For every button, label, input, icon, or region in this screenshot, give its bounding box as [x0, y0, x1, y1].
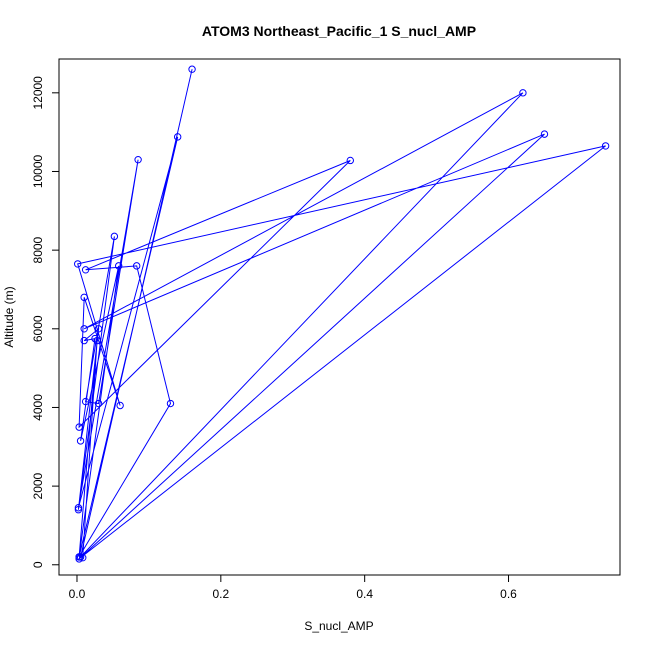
data-point	[75, 555, 83, 563]
y-axis: 0 2000 4000 6000 8000 10000 12000	[31, 76, 60, 568]
data-point	[76, 437, 85, 445]
data-point	[93, 336, 101, 345]
data-point	[166, 399, 175, 408]
y-tick-label: 0	[31, 561, 45, 568]
data-point	[79, 553, 87, 562]
data-point	[601, 142, 610, 150]
data-point	[81, 266, 90, 274]
data-point	[116, 401, 124, 410]
data-point	[94, 325, 103, 333]
data-point	[540, 130, 549, 138]
data-point	[173, 133, 182, 141]
plot-frame	[58, 58, 621, 576]
x-tick-label: 0.0	[69, 587, 86, 601]
data-point	[74, 260, 82, 268]
data-point	[75, 553, 83, 561]
data-point	[519, 89, 527, 97]
data-point	[346, 156, 354, 165]
data-point	[80, 325, 88, 333]
y-tick-label: 6000	[31, 315, 45, 342]
chart-title: ATOM3 Northeast_Pacific_1 S_nucl_AMP	[202, 23, 476, 39]
data-point	[75, 423, 83, 431]
x-tick-label: 0.4	[356, 587, 373, 601]
y-tick-label: 12000	[31, 76, 45, 110]
x-tick-label: 0.6	[500, 587, 517, 601]
data-point	[74, 504, 83, 512]
data-point	[132, 262, 141, 270]
series-layer	[74, 65, 610, 563]
data-point	[91, 334, 99, 343]
data-point	[74, 506, 83, 514]
data-point	[94, 399, 103, 408]
y-tick-label: 2000	[31, 472, 45, 499]
y-tick-label: 8000	[31, 236, 45, 263]
y-tick-label: 10000	[31, 154, 45, 188]
data-point	[110, 232, 119, 241]
data-point	[134, 155, 142, 164]
x-axis-label: S_nucl_AMP	[304, 619, 373, 633]
data-point	[114, 262, 123, 270]
x-tick-label: 0.2	[212, 587, 229, 601]
data-point	[81, 397, 90, 406]
x-axis: 0.0 0.2 0.4 0.6	[69, 574, 517, 601]
data-point	[80, 293, 88, 302]
data-point	[80, 336, 88, 345]
y-axis-label: Altitude (m)	[2, 286, 16, 347]
series-line	[77, 69, 606, 560]
y-tick-label: 4000	[31, 394, 45, 421]
data-point	[188, 65, 196, 73]
